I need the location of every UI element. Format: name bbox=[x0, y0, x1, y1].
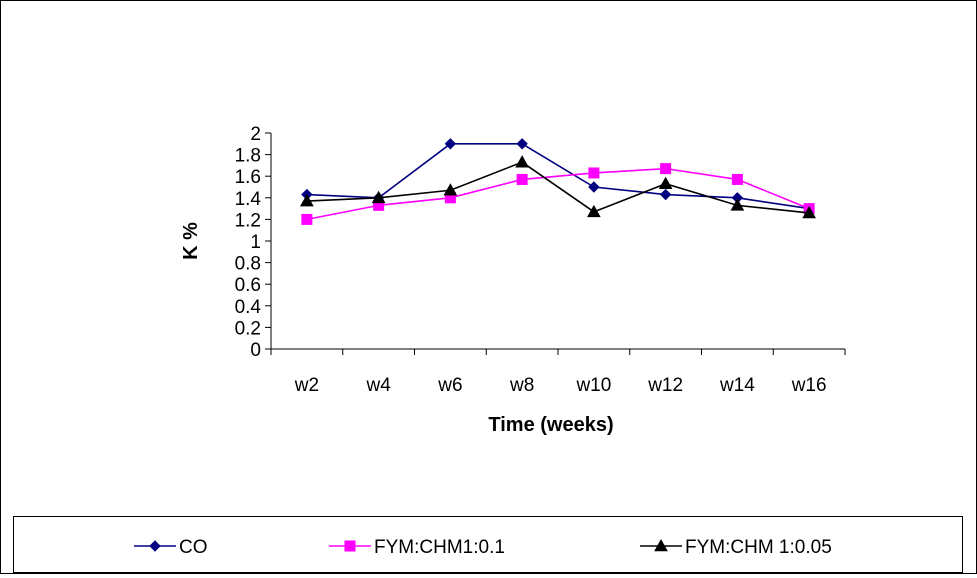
square-marker bbox=[344, 540, 356, 552]
diamond-marker bbox=[444, 138, 457, 150]
triangle-marker bbox=[654, 538, 668, 552]
diamond-marker bbox=[588, 181, 600, 193]
series-layer bbox=[300, 138, 816, 225]
square-marker bbox=[301, 213, 313, 225]
y-tick-label: 0.2 bbox=[235, 318, 261, 339]
x-tick-label: w10 bbox=[575, 375, 611, 396]
axes bbox=[265, 132, 846, 355]
triangle-marker bbox=[443, 183, 458, 196]
triangle-marker bbox=[802, 205, 816, 219]
series-line bbox=[306, 143, 810, 210]
legend-label: FYM:CHM 1:0.05 bbox=[685, 537, 832, 558]
x-tick-label: w14 bbox=[719, 375, 755, 396]
x-tick-label: w8 bbox=[509, 375, 534, 396]
legend-label: FYM:CHM1:0.1 bbox=[374, 537, 505, 558]
y-tick-label: 1.4 bbox=[235, 189, 262, 210]
triangle-marker bbox=[371, 190, 386, 204]
y-tick-label: 1.6 bbox=[235, 167, 261, 188]
y-tick-labels: 00.20.40.60.811.21.41.61.82 bbox=[235, 124, 262, 361]
y-tick-label: 0.6 bbox=[235, 275, 261, 296]
legend-label: CO bbox=[179, 537, 208, 558]
y-tick-label: 0.8 bbox=[235, 254, 261, 275]
square-marker bbox=[660, 163, 672, 175]
y-tick-label: 2 bbox=[250, 124, 261, 145]
legend: CO FYM:CHM1:0.1 FYM:CHM 1:0.05 bbox=[13, 516, 963, 573]
x-tick-labels: w2 w4 w6 w8 w10 w12 w14 w16 bbox=[294, 375, 827, 396]
diamond-marker bbox=[149, 540, 161, 552]
y-tick-label: 0.4 bbox=[235, 297, 262, 318]
series-line bbox=[306, 161, 810, 214]
y-tick-label: 1 bbox=[250, 232, 261, 253]
x-tick-label: w12 bbox=[647, 375, 683, 396]
triangle-marker bbox=[300, 194, 314, 207]
triangle-marker bbox=[658, 176, 673, 190]
series-2 bbox=[301, 163, 815, 225]
legend-entry: FYM:CHM1:0.1 bbox=[329, 537, 505, 558]
square-marker bbox=[588, 167, 600, 179]
square-marker bbox=[731, 173, 743, 185]
x-tick-label: w16 bbox=[791, 375, 827, 396]
legend-entry: CO bbox=[134, 537, 208, 558]
triangle-marker bbox=[587, 204, 601, 218]
y-tick-label: 0 bbox=[250, 340, 261, 361]
triangle-marker bbox=[515, 155, 529, 168]
x-tick-label: w6 bbox=[437, 375, 462, 396]
diamond-marker bbox=[659, 188, 672, 201]
y-tick-label: 1.2 bbox=[235, 210, 261, 231]
series-3 bbox=[300, 155, 816, 219]
series-line bbox=[306, 167, 810, 221]
y-axis-label: K % bbox=[180, 222, 202, 260]
x-tick-label: w4 bbox=[365, 375, 391, 396]
x-tick-label: w2 bbox=[294, 375, 319, 396]
triangle-marker bbox=[730, 198, 745, 211]
y-tick-label: 1.8 bbox=[235, 146, 261, 167]
legend-entry: FYM:CHM 1:0.05 bbox=[640, 537, 832, 558]
x-axis-label: Time (weeks) bbox=[488, 414, 613, 436]
square-marker bbox=[516, 173, 528, 185]
diamond-marker bbox=[516, 138, 528, 150]
